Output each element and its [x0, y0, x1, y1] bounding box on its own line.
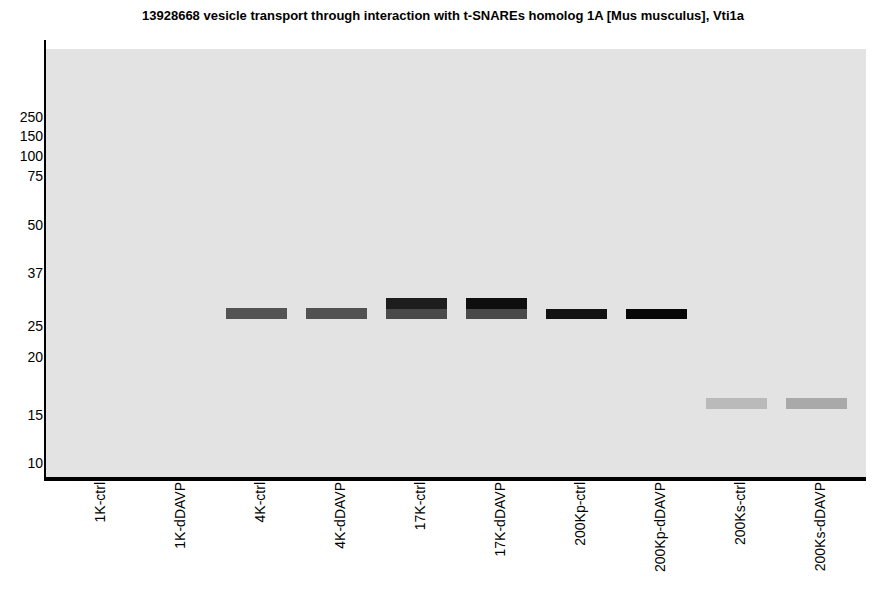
gel-band	[786, 398, 847, 409]
gel-blot-figure: 13928668 vesicle transport through inter…	[0, 0, 886, 595]
y-tick-label: 75	[0, 168, 43, 184]
lane-label: 4K-ctrl	[253, 482, 267, 522]
lane-label: 4K-dDAVP	[333, 482, 347, 549]
gel-band	[546, 309, 607, 319]
x-axis-line	[44, 477, 866, 481]
y-tick-label: 100	[0, 148, 43, 164]
lane-label: 200Ks-ctrl	[733, 482, 747, 545]
figure-title: 13928668 vesicle transport through inter…	[0, 8, 886, 23]
y-tick-label: 10	[0, 455, 43, 471]
lane-label: 200Ks-dDAVP	[813, 482, 827, 571]
gel-band	[226, 308, 287, 319]
lane-label: 17K-ctrl	[413, 482, 427, 530]
y-tick-label: 20	[0, 349, 43, 365]
gel-band	[706, 398, 767, 409]
lane-label: 17K-dDAVP	[493, 482, 507, 556]
y-tick-label: 37	[0, 265, 43, 281]
y-axis-line	[44, 40, 46, 481]
gel-band	[386, 309, 447, 319]
gel-band	[626, 309, 687, 319]
gel-band	[466, 309, 527, 319]
y-tick-label: 250	[0, 109, 43, 125]
y-tick-label: 50	[0, 217, 43, 233]
lane-label: 200Kp-ctrl	[573, 482, 587, 546]
y-tick-label: 150	[0, 128, 43, 144]
lane-label: 1K-ctrl	[93, 482, 107, 522]
y-tick-label: 15	[0, 407, 43, 423]
plot-area	[46, 49, 866, 477]
gel-band	[466, 298, 527, 309]
gel-band	[386, 298, 447, 309]
gel-band	[306, 308, 367, 319]
lane-label: 200Kp-dDAVP	[653, 482, 667, 572]
y-tick-label: 25	[0, 318, 43, 334]
lane-label: 1K-dDAVP	[173, 482, 187, 549]
